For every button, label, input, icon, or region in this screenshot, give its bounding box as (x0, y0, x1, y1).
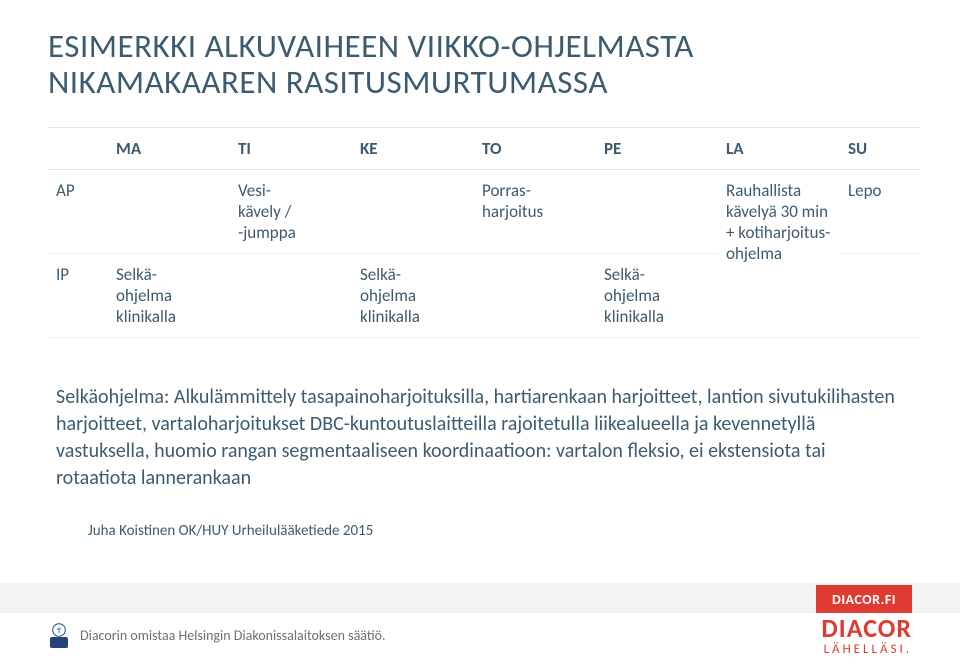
cell-ap-su: Lepo (840, 169, 920, 253)
cell-ip-to (474, 253, 596, 337)
cell-ap-ke (352, 169, 474, 253)
cell-ap-to: Porras-harjoitus (474, 169, 596, 253)
svg-text:✝: ✝ (56, 626, 63, 636)
col-ti: TI (230, 127, 352, 169)
row-label-ip: IP (48, 253, 108, 337)
brand-tagline: LÄHELLÄSI. (821, 642, 912, 657)
attribution-line: Juha Koistinen OK/HUY Urheilulääketiede … (88, 522, 912, 540)
col-la: LA (718, 127, 840, 169)
brand-logo-name: DIACOR (821, 612, 912, 644)
owner-line: ✝ Diacorin omistaa Helsingin Diakonissal… (48, 621, 386, 649)
col-to: TO (474, 127, 596, 169)
title-line-1: ESIMERKKI ALKUVAIHEEN VIIKKO-OHJELMASTA (48, 26, 694, 66)
cell-ap-ma (108, 169, 230, 253)
table-header-row: MA TI KE TO PE LA SU (48, 127, 920, 169)
col-su: SU (840, 127, 920, 169)
cell-ip-ma: Selkä-ohjelmaklinikalla (108, 253, 230, 337)
col-ke: KE (352, 127, 474, 169)
cell-ip-ti (230, 253, 352, 337)
table-row-ap: AP Vesi-kävely /-jumppa Porras-harjoitus… (48, 169, 920, 253)
cell-ip-su (840, 253, 920, 337)
cell-ip-ke: Selkä-ohjelmaklinikalla (352, 253, 474, 337)
col-pe: PE (596, 127, 718, 169)
col-ma: MA (108, 127, 230, 169)
cell-ip-pe: Selkä-ohjelmaklinikalla (596, 253, 718, 337)
brand-logo: DIACOR LÄHELLÄSI. (821, 612, 912, 657)
cell-ap-ti: Vesi-kävely /-jumppa (230, 169, 352, 253)
owner-text: Diacorin omistaa Helsingin Diakonissalai… (80, 627, 386, 644)
page-title: ESIMERKKI ALKUVAIHEEN VIIKKO-OHJELMASTA … (48, 28, 912, 101)
cell-ap-la: Rauhallistakävelyä 30 min+ kotiharjoitus… (718, 169, 840, 337)
description-paragraph: Selkäohjelma: Alkulämmittely tasapainoha… (48, 372, 912, 504)
brand-url-badge: DIACOR.FI (816, 585, 912, 613)
foundation-icon: ✝ (48, 621, 70, 649)
cell-ap-pe (596, 169, 718, 253)
row-label-ap: AP (48, 169, 108, 253)
schedule-table: MA TI KE TO PE LA SU AP Vesi-kävely /-ju… (48, 127, 920, 338)
title-line-2: NIKAMAKAAREN RASITUSMURTUMASSA (48, 62, 608, 102)
